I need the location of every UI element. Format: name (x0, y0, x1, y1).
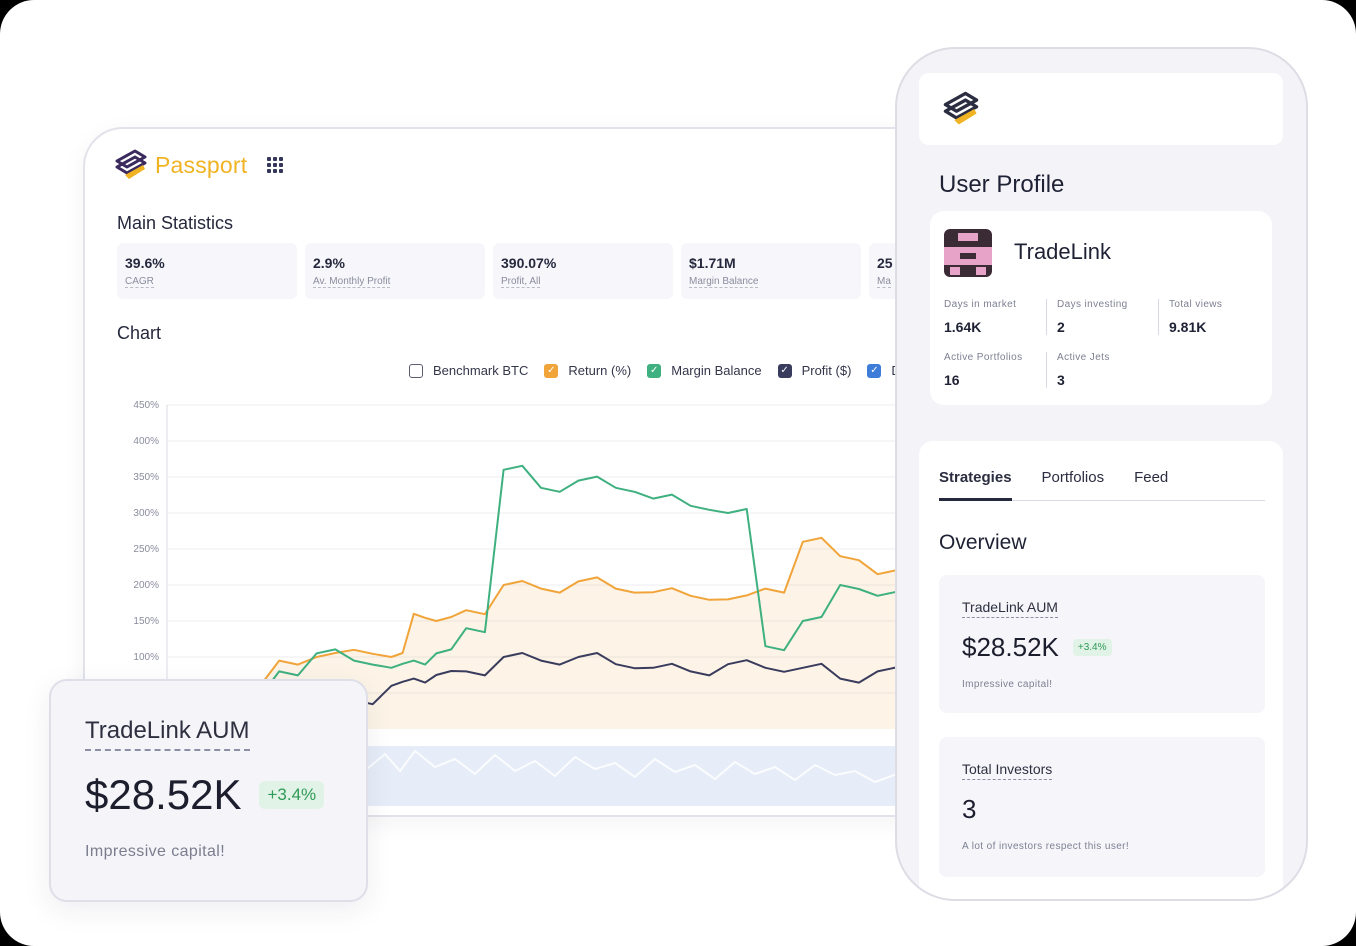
stat-value: 2.9% (313, 255, 345, 271)
avatar (944, 229, 992, 277)
stat-value: 39.6% (125, 255, 165, 271)
overview-title: Overview (939, 531, 1027, 554)
stat-card: 2.9% Av. Monthly Profit (305, 243, 485, 299)
legend-label: Profit ($) (801, 363, 852, 378)
profile-stat: Days investing 2 (1046, 299, 1154, 335)
profile-stat: Active Jets 3 (1046, 352, 1154, 388)
total-investors-row: 3 (962, 794, 1242, 825)
profile-stat-value: 3 (1057, 372, 1065, 388)
legend-margin-balance[interactable]: ✓ Margin Balance (647, 363, 762, 378)
total-investors-title: Total Investors (962, 761, 1053, 780)
content-panel: Strategies Portfolios Feed Overview Trad… (919, 441, 1283, 899)
y-tick-label: 400% (133, 436, 159, 447)
series-area (167, 516, 915, 729)
brand-name: Passport (155, 151, 248, 178)
legend-label: Benchmark BTC (433, 363, 529, 378)
legend-profit[interactable]: ✓ Profit ($) (777, 363, 852, 378)
series-line (166, 464, 916, 723)
profile-name: TradeLink (1014, 239, 1112, 264)
phone-header (919, 73, 1283, 145)
profile-card: TradeLink Days in market 1.64K Days inve… (930, 211, 1272, 405)
total-investors-card: Total Investors 3 A lot of investors res… (939, 737, 1265, 877)
aum-subtitle: Impressive capital! (85, 843, 226, 860)
tab-strategies[interactable]: Strategies (939, 467, 1012, 501)
main-statistics-title: Main Statistics (117, 213, 234, 233)
stat-label: Av. Monthly Profit (313, 276, 391, 288)
stat-card: 390.07% Profit, All (493, 243, 673, 299)
legend-label: Margin Balance (671, 363, 762, 378)
profile-stat-label: Active Jets (1057, 352, 1110, 363)
profile-stat-value: 1.64K (944, 319, 982, 335)
profile-stat-label: Days investing (1057, 299, 1128, 310)
checkbox-checked-icon[interactable]: ✓ (544, 363, 559, 378)
brush-preview-line (366, 749, 898, 784)
checkbox-checked-icon[interactable]: ✓ (867, 363, 882, 378)
checkbox-checked-icon[interactable]: ✓ (647, 363, 662, 378)
change-badge: +3.4% (259, 781, 325, 809)
profile-stat-label: Total views (1169, 299, 1223, 310)
profile-stat: Active Portfolios 16 (944, 352, 1052, 388)
brand[interactable]: Passport (113, 147, 247, 183)
y-tick-label: 450% (133, 400, 159, 411)
apps-grid-icon[interactable] (267, 157, 284, 173)
checkbox-checked-icon[interactable]: ✓ (777, 363, 792, 378)
stat-value: 25 (877, 255, 893, 271)
stats-row: 39.6% CAGR 2.9% Av. Monthly Profit 390.0… (117, 243, 981, 299)
y-tick-label: 100% (133, 652, 159, 663)
overview-aum-title: TradeLink AUM (962, 599, 1058, 618)
profile-stat: Days in market 1.64K (944, 299, 1052, 335)
aum-card: TradeLink AUM $28.52K +3.4% Impressive c… (49, 679, 368, 902)
profile-stat-value: 9.81K (1169, 319, 1207, 335)
legend-label: Return (%) (568, 363, 632, 378)
total-investors-subtitle: A lot of investors respect this user! (962, 841, 1130, 852)
stat-card: 39.6% CAGR (117, 243, 297, 299)
passport-logo-icon (115, 149, 147, 179)
stat-label: Ma (877, 276, 891, 288)
stat-value: $1.71M (689, 255, 736, 271)
y-tick-label: 250% (133, 544, 159, 555)
y-tick-label: 350% (133, 472, 159, 483)
overview-aum-subtitle: Impressive capital! (962, 679, 1053, 690)
profile-stat-value: 2 (1057, 319, 1065, 335)
aum-row: $28.52K +3.4% (85, 771, 332, 819)
stat-value: 390.07% (501, 255, 557, 271)
phone-frame: User Profile TradeLink Days in market 1.… (895, 47, 1308, 901)
legend-return[interactable]: ✓ Return (%) (544, 363, 631, 378)
overview-aum-card: TradeLink AUM $28.52K +3.4% Impressive c… (939, 575, 1265, 713)
tab-portfolios[interactable]: Portfolios (1041, 469, 1105, 486)
profile-stat: Total views 9.81K (1158, 299, 1266, 335)
y-tick-label: 150% (133, 616, 159, 627)
stat-label: Profit, All (501, 276, 541, 288)
legend-benchmark-btc[interactable]: Benchmark BTC (409, 363, 528, 378)
profile-stat-label: Days in market (944, 299, 1017, 310)
aum-title: TradeLink AUM (85, 717, 250, 751)
stat-label: CAGR (125, 276, 154, 288)
passport-logo-icon[interactable] (941, 89, 981, 129)
checkbox-unchecked-icon[interactable] (409, 363, 423, 378)
overview-aum-value: $28.52K (962, 632, 1059, 662)
change-badge: +3.4% (1072, 639, 1112, 656)
overview-aum-row: $28.52K +3.4% (962, 632, 1242, 663)
y-tick-label: 200% (133, 580, 159, 591)
profile-title: User Profile (939, 171, 1065, 198)
chart-title: Chart (117, 323, 162, 343)
chart-legend: Benchmark BTC ✓ Return (%) ✓ Margin Bala… (409, 363, 901, 378)
profile-stat-label: Active Portfolios (944, 352, 1023, 363)
profile-tabs: Strategies Portfolios Feed (939, 467, 1265, 501)
tab-feed[interactable]: Feed (1134, 469, 1169, 486)
aum-value: $28.52K (85, 771, 242, 818)
stat-label: Margin Balance (689, 276, 759, 288)
profile-stat-value: 16 (944, 372, 960, 388)
performance-chart: 450%400%350%300%250%200%150%100%50% (133, 400, 916, 806)
stat-card: $1.71M Margin Balance (681, 243, 861, 299)
desktop-header: Passport (113, 147, 284, 183)
series-line (166, 516, 916, 716)
y-tick-label: 300% (133, 508, 159, 519)
total-investors-value: 3 (962, 794, 977, 824)
